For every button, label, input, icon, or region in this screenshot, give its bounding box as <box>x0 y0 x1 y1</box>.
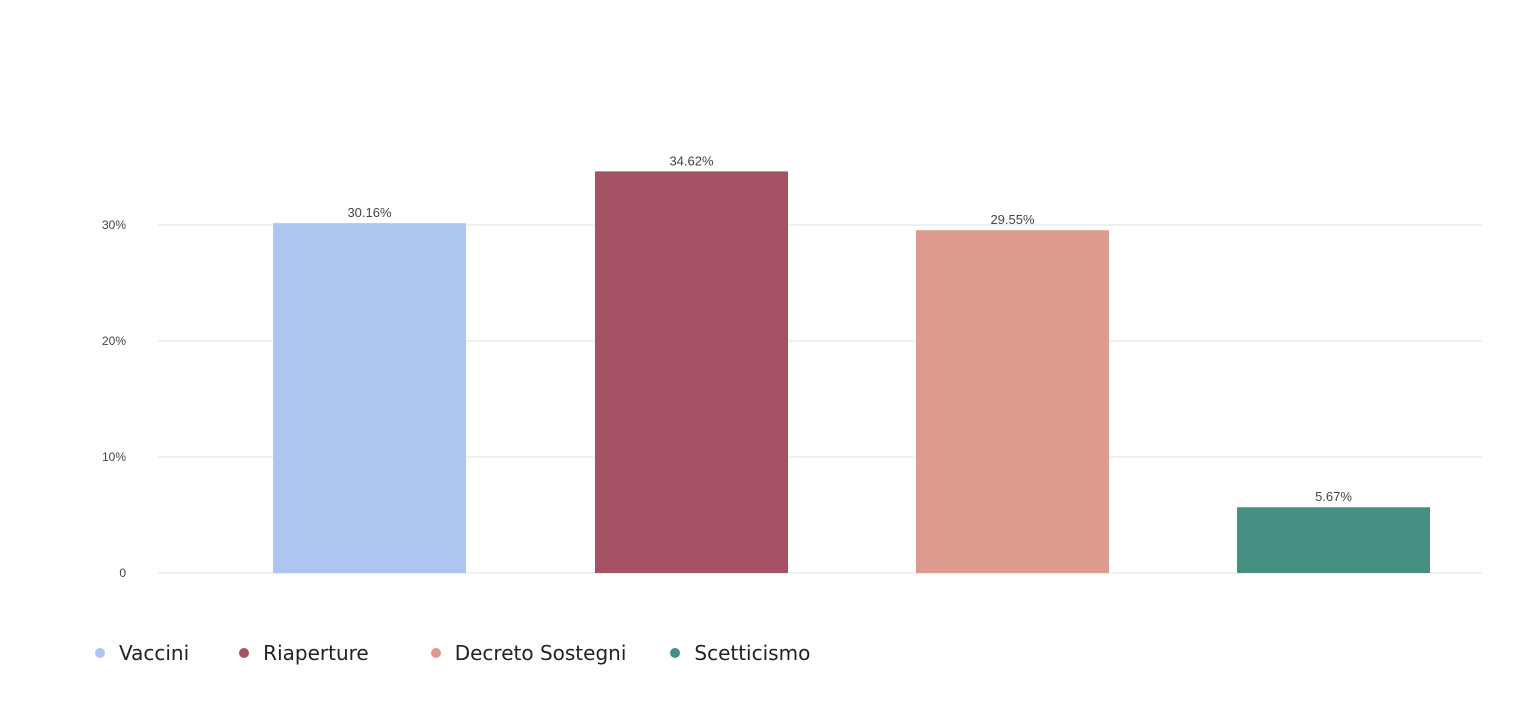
legend-item-riaperture[interactable]: Riaperture <box>239 641 369 665</box>
legend-item-scetticismo[interactable]: Scetticismo <box>670 641 810 665</box>
legend-dot-icon <box>430 648 441 658</box>
legend-label: Riaperture <box>263 641 369 665</box>
y-tick-label: 10% <box>102 450 126 464</box>
y-tick-label: 20% <box>102 334 126 348</box>
data-labels: 30.16% 34.62% 29.55% 5.67% <box>347 153 1352 504</box>
legend-item-decreto-sostegni[interactable]: Decreto Sostegni <box>430 641 627 665</box>
legend: Vaccini Riaperture Decreto Sostegni Scet… <box>95 641 810 665</box>
legend-label: Vaccini <box>119 641 190 665</box>
bar-value-label: 5.67% <box>1315 489 1352 504</box>
y-tick-label: 30% <box>102 218 126 232</box>
bar[interactable] <box>273 223 466 574</box>
bar-value-label: 34.62% <box>669 153 714 168</box>
legend-dot-icon <box>95 648 105 658</box>
legend-label: Decreto Sostegni <box>454 641 627 665</box>
legend-dot-icon <box>670 648 681 658</box>
legend-item-vaccini[interactable]: Vaccini <box>95 641 189 665</box>
bar[interactable] <box>1237 507 1430 573</box>
legend-label: Scetticismo <box>694 641 811 665</box>
bars <box>273 171 1430 574</box>
bar-value-label: 29.55% <box>990 212 1035 227</box>
y-axis-ticks: 0 10% 20% 30% <box>102 218 126 580</box>
bar[interactable] <box>916 230 1109 573</box>
y-tick-label: 0 <box>119 566 126 580</box>
bar-value-label: 30.16% <box>347 205 392 220</box>
legend-dot-icon <box>239 648 250 658</box>
bar[interactable] <box>595 171 788 573</box>
